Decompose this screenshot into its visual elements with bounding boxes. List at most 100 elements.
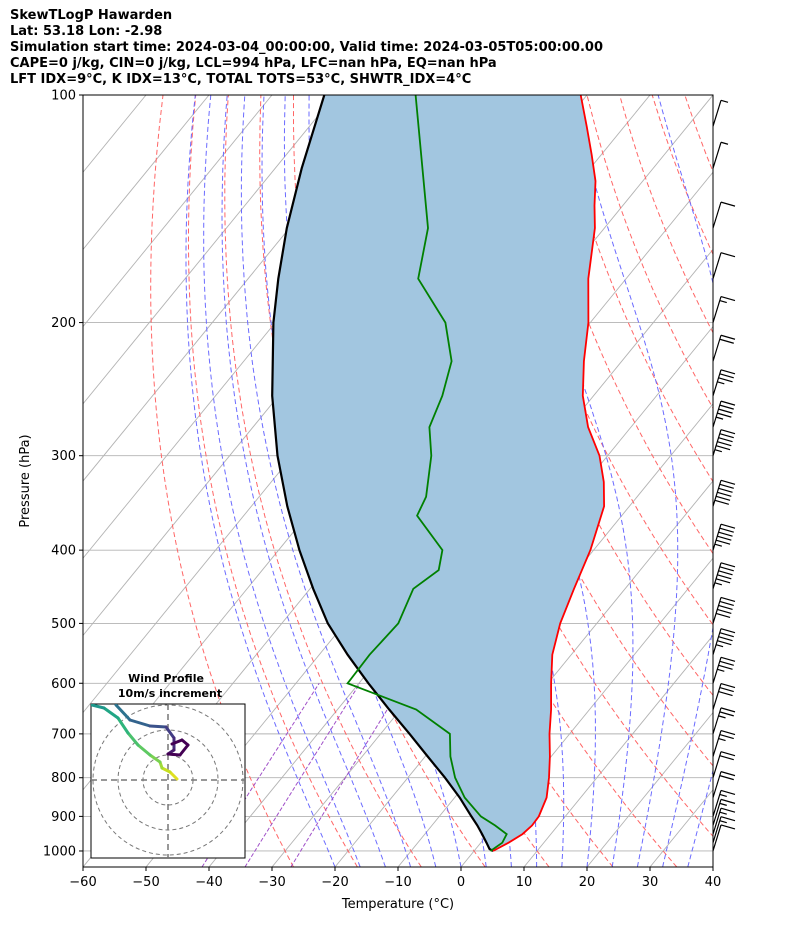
wind-barb-flag	[720, 656, 736, 662]
wind-barb	[712, 798, 736, 826]
wind-barb-staff	[712, 799, 722, 826]
wind-barb	[712, 201, 736, 229]
wind-barb-half-flag	[715, 416, 724, 420]
wind-barb-flag	[720, 369, 736, 375]
wind-barb-staff	[712, 730, 722, 757]
wind-barb-staff	[712, 142, 722, 169]
wind-barb-flag	[719, 338, 734, 344]
wind-barb	[712, 295, 736, 323]
y-axis: 1000 900 800 700 600 500 400 300 200 100	[43, 89, 83, 859]
wind-barb-flag	[720, 824, 736, 830]
wind-barb	[712, 707, 736, 735]
wind-barb-staff	[712, 296, 722, 323]
wind-barb-staff	[712, 562, 722, 589]
y-tick-label: 400	[51, 544, 76, 559]
hodograph-segment	[164, 725, 176, 740]
wind-barb	[712, 429, 736, 456]
inset-subtitle: 10m/s increment	[118, 687, 222, 700]
wind-barb	[712, 628, 736, 655]
hodograph-segment	[114, 704, 132, 722]
wind-barb-half-flag	[719, 802, 727, 806]
wind-barb-staff	[712, 335, 722, 362]
hodograph-segment	[102, 706, 120, 720]
wind-barb	[712, 771, 736, 798]
x-axis-label: Temperature (°C)	[341, 897, 454, 912]
wind-barb	[712, 816, 736, 843]
wind-barb-staff	[712, 429, 722, 456]
wind-barb	[712, 369, 736, 397]
wind-barb-flag	[720, 295, 736, 302]
isotherm-line	[83, 95, 273, 328]
x-axis: −60 −50 −40 −30 −20 −10 0 10 20 30 40	[69, 867, 721, 890]
wind-barb-flag	[719, 433, 734, 439]
wind-barb	[712, 751, 736, 778]
wind-barb-flag	[720, 816, 736, 822]
wind-barb-flag	[719, 660, 734, 666]
x-tick-label: 30	[642, 875, 659, 890]
moist-adiabat-line	[203, 95, 361, 867]
x-tick-label: −30	[258, 875, 285, 890]
wind-barb-staff	[712, 400, 722, 428]
wind-barb-flag	[720, 479, 736, 485]
wind-barb-flag	[718, 531, 733, 537]
chart-title: SkewTLogP Hawarden	[10, 8, 173, 23]
wind-barb-flag	[715, 495, 731, 501]
wind-barb-flag	[717, 441, 732, 447]
wind-barb-half-flag	[718, 715, 726, 719]
wind-barb-flag	[720, 252, 736, 258]
hodograph-segment	[136, 743, 152, 757]
mixing-ratio-lines	[201, 683, 404, 867]
wind-barb-flag	[719, 483, 734, 489]
dry-adiabat-line	[188, 95, 358, 867]
moist-adiabat-line	[240, 95, 412, 867]
wind-barb-flag	[720, 798, 736, 804]
wind-barb-flag	[715, 612, 731, 618]
wind-barb-flag	[719, 775, 734, 781]
x-tick-label: 0	[457, 875, 465, 890]
wind-barb-staff	[712, 480, 722, 507]
wind-barb	[712, 252, 736, 279]
y-tick-label: 500	[51, 617, 76, 632]
indices-line: LFT IDX=9°C, K IDX=13°C, TOTAL TOTS=53°C…	[10, 72, 472, 87]
wind-barb-staff	[712, 824, 722, 852]
wind-barb-half-flag	[714, 582, 723, 586]
wind-barb-staff	[712, 597, 722, 624]
wind-barb	[712, 789, 736, 817]
isotherm-line	[460, 557, 713, 867]
wind-barb-staff	[712, 790, 722, 817]
hodograph-segment	[126, 731, 140, 747]
wind-barb	[712, 99, 729, 127]
temperature-line	[492, 95, 606, 852]
wind-barb-staff	[712, 657, 722, 684]
moist-adiabat-line	[221, 95, 386, 867]
hodograph-segment	[148, 753, 162, 764]
wind-barb-flag	[720, 771, 736, 777]
wind-barb-flag	[715, 578, 731, 584]
wind-barb-flag	[719, 686, 734, 693]
wind-barb-flag	[720, 707, 736, 713]
wind-barb-flag	[718, 604, 733, 610]
wind-barb-staff	[712, 751, 722, 778]
wind-barb-flag	[720, 562, 736, 568]
dry-adiabat-line	[783, 95, 794, 867]
wind-barb-flag	[719, 711, 734, 717]
wind-profile-inset: Wind Profile 10m/s increment	[90, 672, 246, 859]
wind-barb-half-flag	[719, 299, 727, 304]
wind-barb-half-flag	[719, 820, 727, 824]
y-tick-label: 800	[51, 771, 76, 786]
hodograph-segment	[178, 743, 190, 757]
wind-barb-staff	[712, 683, 722, 710]
wind-barb	[712, 807, 736, 835]
wind-barbs	[712, 99, 736, 852]
wind-barb-staff	[712, 707, 722, 735]
isotherm-line	[0, 95, 20, 867]
wind-barb-flag	[720, 682, 736, 689]
cin-area	[272, 95, 605, 851]
wind-barb-staff	[712, 816, 722, 843]
wind-barb-flag	[719, 566, 734, 572]
dry-adiabat-line	[150, 95, 294, 867]
y-tick-label: 900	[51, 810, 76, 825]
wind-barb-staff	[712, 771, 722, 798]
wind-barb-flag	[718, 690, 733, 697]
